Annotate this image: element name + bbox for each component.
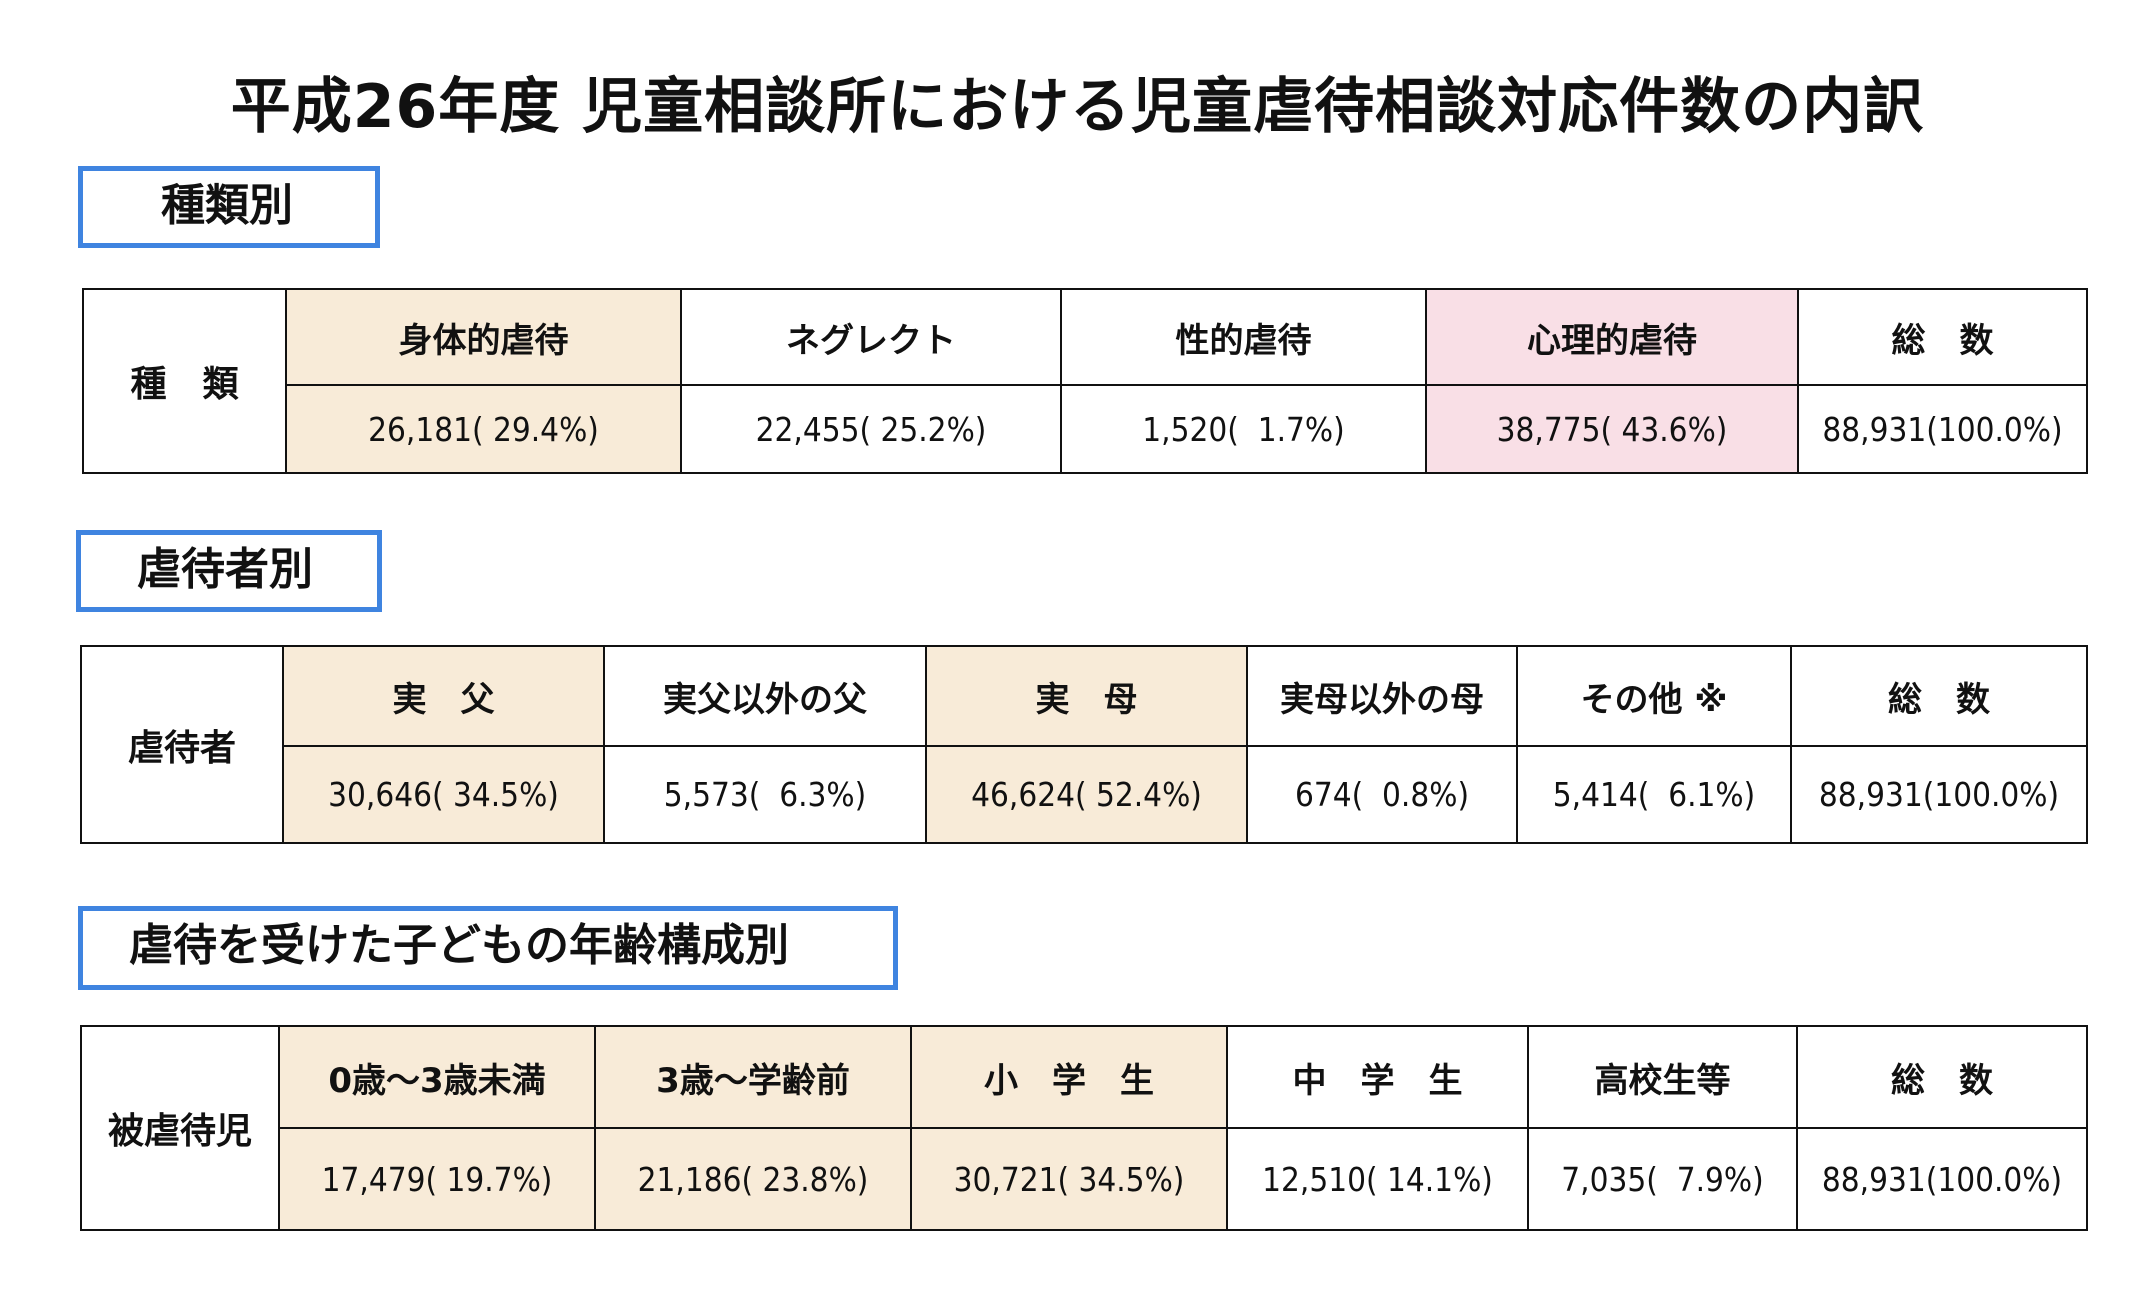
column-header-sexual-abuse: 性的虐待 — [1060, 288, 1427, 386]
column-header-other-father: 実父以外の父 — [603, 645, 927, 747]
value-sexual-abuse: 1,520( 1.7%) — [1060, 384, 1427, 474]
column-header-neglect: ネグレクト — [680, 288, 1062, 386]
value-total: 88,931(100.0%) — [1796, 1127, 2088, 1231]
section-label-child-age: 虐待を受けた子どもの年齢構成別 — [78, 906, 898, 990]
column-header-junior-high: 中 学 生 — [1226, 1025, 1529, 1129]
column-header-age-3-preschool: 3歳～学齢前 — [594, 1025, 912, 1129]
value-elementary: 30,721( 34.5%) — [910, 1127, 1228, 1231]
value-neglect: 22,455( 25.2%) — [680, 384, 1062, 474]
column-header-total: 総 数 — [1796, 1025, 2088, 1129]
column-header-biological-mother: 実 母 — [925, 645, 1248, 747]
value-total: 88,931(100.0%) — [1797, 384, 2088, 474]
section-label-perpetrator: 虐待者別 — [76, 530, 382, 612]
column-header-other-mother: 実母以外の母 — [1246, 645, 1518, 747]
column-header-total: 総 数 — [1797, 288, 2088, 386]
value-total: 88,931(100.0%) — [1790, 745, 2088, 844]
value-biological-mother: 46,624( 52.4%) — [925, 745, 1248, 844]
table-by-child-age: 被虐待児 0歳～3歳未満 3歳～学齢前 小 学 生 中 学 生 高校生等 総 数… — [80, 1025, 2088, 1231]
value-high-school: 7,035( 7.9%) — [1527, 1127, 1798, 1231]
column-header-psychological-abuse: 心理的虐待 — [1425, 288, 1799, 386]
column-header-age-0-3: 0歳～3歳未満 — [278, 1025, 596, 1129]
table-by-perpetrator: 虐待者 実 父 実父以外の父 実 母 実母以外の母 その他 ※ 総 数 30,6… — [80, 645, 2088, 844]
value-age-0-3: 17,479( 19.7%) — [278, 1127, 596, 1231]
value-psychological-abuse: 38,775( 43.6%) — [1425, 384, 1799, 474]
value-other-father: 5,573( 6.3%) — [603, 745, 927, 844]
row-header-abused-child: 被虐待児 — [80, 1025, 280, 1231]
page-title: 平成26年度 児童相談所における児童虐待相談対応件数の内訳 — [230, 72, 1925, 142]
value-junior-high: 12,510( 14.1%) — [1226, 1127, 1529, 1231]
row-header-perpetrator: 虐待者 — [80, 645, 284, 844]
section-label-type: 種類別 — [78, 166, 380, 248]
row-header-type: 種 類 — [82, 288, 287, 474]
column-header-biological-father: 実 父 — [282, 645, 605, 747]
value-biological-father: 30,646( 34.5%) — [282, 745, 605, 844]
column-header-physical-abuse: 身体的虐待 — [285, 288, 682, 386]
value-others: 5,414( 6.1%) — [1516, 745, 1792, 844]
column-header-others: その他 ※ — [1516, 645, 1792, 747]
value-other-mother: 674( 0.8%) — [1246, 745, 1518, 844]
column-header-elementary: 小 学 生 — [910, 1025, 1228, 1129]
table-by-type: 種 類 身体的虐待 ネグレクト 性的虐待 心理的虐待 総 数 26,181( 2… — [82, 288, 2088, 474]
value-physical-abuse: 26,181( 29.4%) — [285, 384, 682, 474]
column-header-high-school: 高校生等 — [1527, 1025, 1798, 1129]
column-header-total: 総 数 — [1790, 645, 2088, 747]
value-age-3-preschool: 21,186( 23.8%) — [594, 1127, 912, 1231]
